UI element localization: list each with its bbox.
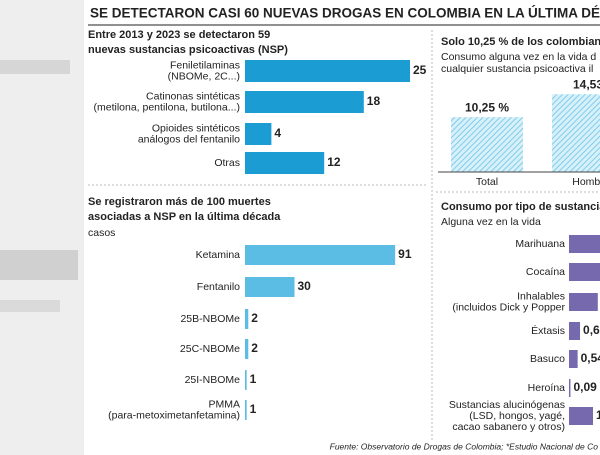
- category-label: 25I-NBOMe: [185, 374, 241, 386]
- bar: [569, 379, 571, 397]
- value-label: 1: [250, 372, 257, 386]
- bar: [451, 117, 523, 172]
- value-label: 14,53: [573, 77, 600, 91]
- value-label: 12: [327, 155, 341, 169]
- value-label: 30: [298, 279, 312, 293]
- chart-title: Se registraron más de 100 muertes asociad…: [88, 196, 281, 223]
- category-label: PMMA (para-metoximetanfetamina): [108, 398, 240, 421]
- bar: [552, 94, 600, 172]
- category-label: 25C-NBOMe: [180, 343, 240, 355]
- bar: [245, 400, 247, 420]
- bar: [245, 123, 272, 145]
- bar: [569, 235, 600, 253]
- chart-title: Consumo por tipo de sustancia: [441, 201, 600, 213]
- value-label: 2: [251, 311, 258, 325]
- chart-subtitle: Consumo alguna vez en la vida d cualquier…: [441, 51, 596, 75]
- bar: [569, 407, 593, 425]
- category-label: Éxtasis: [531, 324, 565, 337]
- bar: [569, 322, 581, 340]
- value-label: 0,09 %: [573, 380, 600, 394]
- category-label: Ketamina: [196, 249, 241, 261]
- category-label: Feniletilaminas (NBOMe, 2C...): [168, 59, 240, 82]
- chart-title: Solo 10,25 % de los colombiano: [441, 36, 600, 48]
- blurred-background: [0, 0, 84, 455]
- bar: [245, 91, 364, 113]
- category-label: Hombr: [572, 176, 600, 188]
- value-label: 25: [413, 63, 427, 77]
- value-label: 4: [274, 126, 281, 140]
- value-label: 0,69: [583, 323, 600, 337]
- blurred-block: [0, 250, 78, 280]
- value-label: 0,54: [581, 351, 600, 365]
- bar: [245, 309, 249, 329]
- value-label: 10,25 %: [465, 100, 509, 114]
- bar: [245, 370, 247, 390]
- category-label: 25B-NBOMe: [180, 313, 240, 325]
- blurred-block: [0, 60, 70, 74]
- value-label: 1: [250, 402, 257, 416]
- value-label: 91: [398, 247, 412, 261]
- category-label: Sustancias alucinógenas (LSD, hongos, yag…: [449, 399, 565, 433]
- bar: [245, 277, 295, 297]
- category-label: Inhalables (incluidos Dick y Popper: [452, 290, 565, 313]
- bar: [569, 293, 598, 311]
- value-label: 1: [596, 408, 600, 422]
- category-label: Cocaína: [526, 266, 565, 278]
- bar: [569, 263, 600, 281]
- value-label: 2: [251, 341, 258, 355]
- category-label: Heroína: [528, 382, 566, 394]
- value-label: 18: [367, 94, 381, 108]
- category-label: Total: [476, 176, 498, 188]
- chart-title: Entre 2013 y 2023 se detectaron 59 nuevas…: [88, 29, 288, 56]
- chart-subtitle: casos: [88, 227, 115, 239]
- category-label: Opioides sintéticos análogos del fentanil…: [138, 122, 240, 145]
- bar: [245, 245, 396, 265]
- bar: [245, 152, 325, 174]
- blurred-block: [0, 300, 60, 312]
- bar: [569, 350, 578, 368]
- source: Fuente: Observatorio de Drogas de Colomb…: [330, 441, 599, 451]
- bar: [245, 60, 410, 82]
- category-label: Marihuana: [515, 238, 565, 250]
- chart-subtitle: Alguna vez en la vida: [441, 216, 541, 228]
- bar: [245, 339, 249, 359]
- main-title: SE DETECTARON CASI 60 NUEVAS DROGAS EN C…: [90, 6, 600, 21]
- category-label: Fentanilo: [197, 281, 240, 293]
- category-label: Catinonas sintéticas (metilona, pentilona…: [93, 90, 240, 113]
- category-label: Basuco: [530, 353, 565, 365]
- category-label: Otras: [214, 157, 240, 169]
